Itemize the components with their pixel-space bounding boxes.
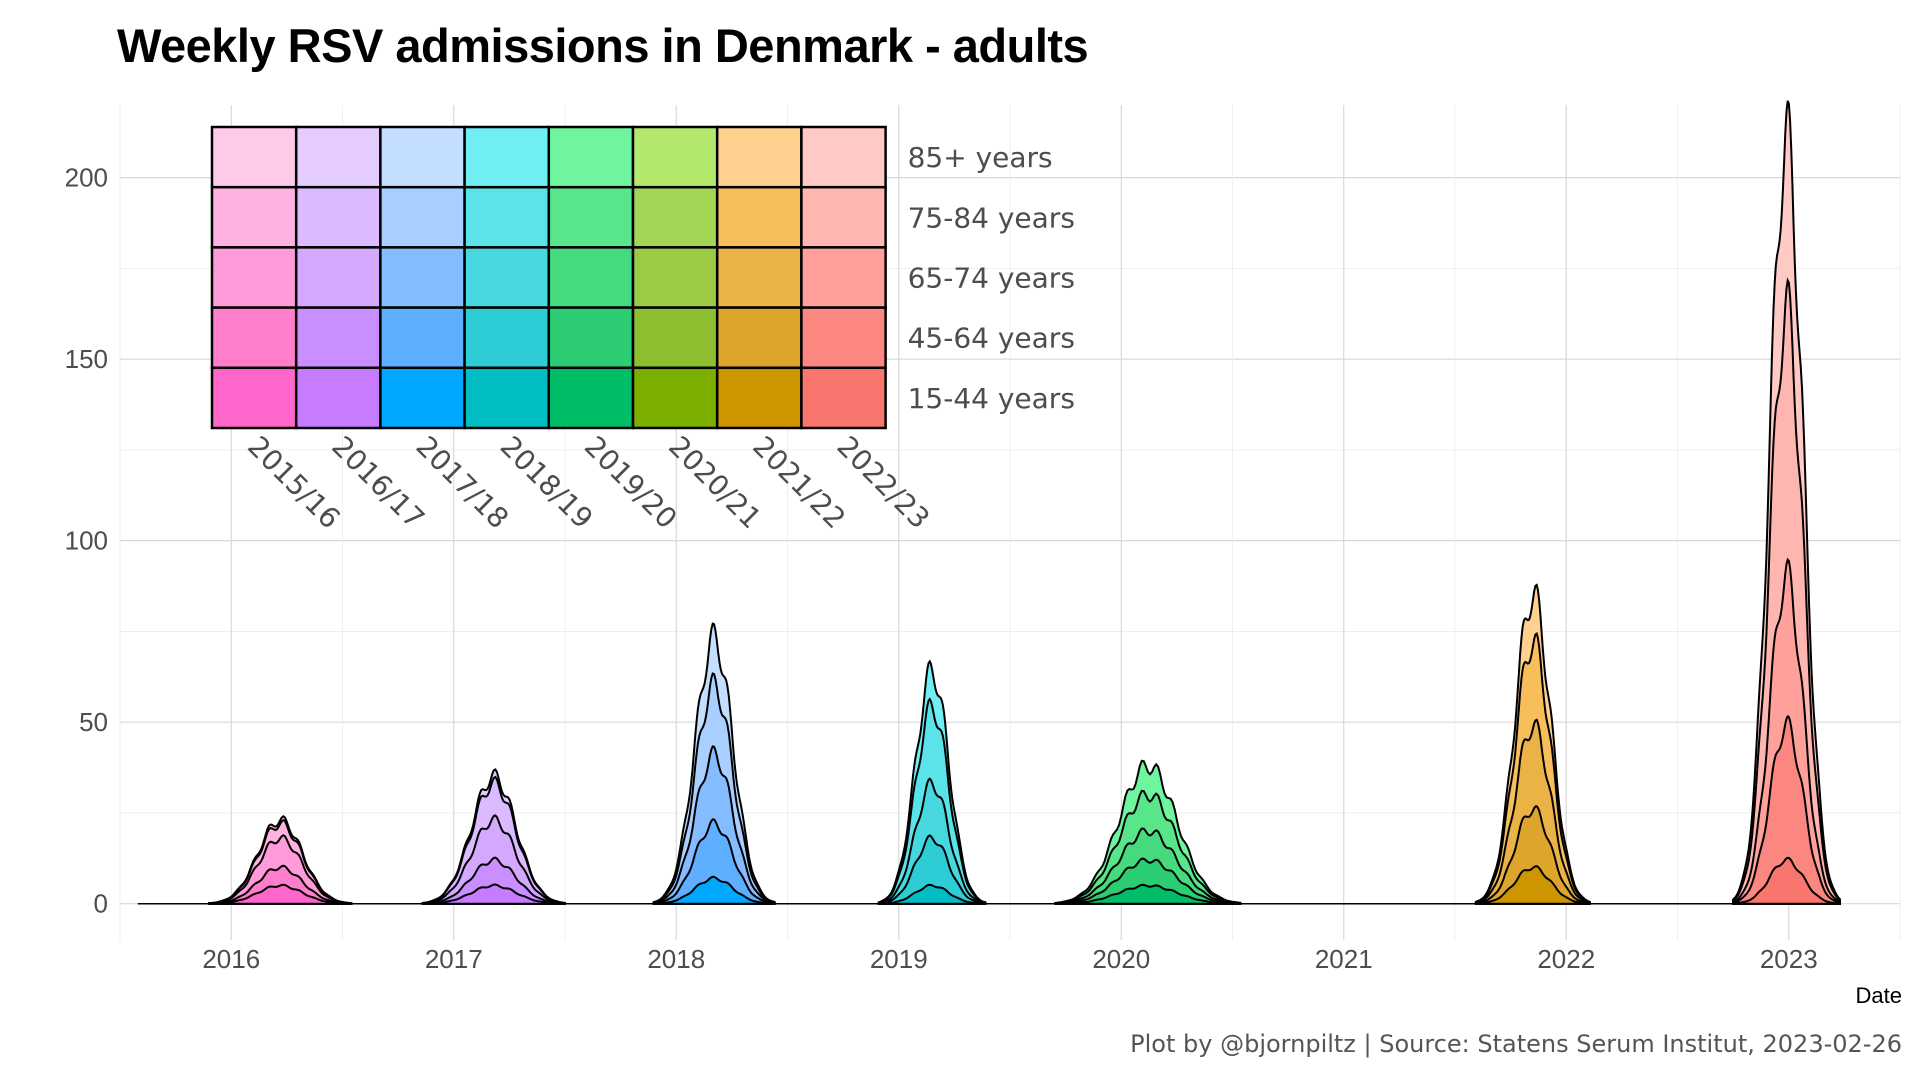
legend-row-label: 45-64 years [908,322,1075,355]
area-2021-22-4564years [1474,805,1591,905]
legend-swatch [800,366,887,430]
y-tick-label: 50 [79,707,108,737]
legend-swatch [800,185,887,249]
area-2015-16-1544years [208,883,353,905]
legend-swatch [379,366,466,430]
legend-swatch [631,185,719,249]
legend-row-label: 65-74 years [908,262,1075,295]
legend-swatch [547,246,635,309]
legend-row-label: 85+ years [908,141,1053,174]
legend-swatch [210,306,298,370]
legend-column-label: 2020/21 [662,430,768,536]
legend-swatch [294,246,382,309]
x-tick-label: 2019 [870,944,928,974]
y-tick-label: 200 [65,163,108,193]
area-2022-23-1544years [1732,856,1841,905]
area-2017-18-1544years [652,875,776,905]
legend-column-label: 2019/20 [578,430,684,536]
legend-column-label: 2017/18 [410,430,516,536]
legend-row-label: 75-84 years [908,201,1075,234]
legend-swatch [463,246,551,309]
x-tick-label: 2017 [425,944,483,974]
legend-swatch [294,306,382,370]
legend-column-label: 2021/22 [746,430,852,536]
legend-swatch [210,246,298,309]
x-tick-label: 2021 [1315,944,1373,974]
legend-swatch [379,306,466,370]
legend-column-label: 2022/23 [831,430,937,536]
legend-column-label: 2015/16 [241,430,347,536]
legend-swatch [715,185,803,249]
area-2019-20-1544years [1054,883,1242,905]
area-2022-23-4564years [1732,714,1841,905]
legend-swatch [800,246,887,309]
legend-swatch [800,306,887,370]
y-tick-label: 150 [65,344,108,374]
legend-swatch [379,125,466,189]
legend-swatch [379,246,466,309]
legend-swatch [294,125,382,189]
season-areas [208,100,1841,905]
legend-swatch [294,366,382,430]
y-tick-label: 0 [94,889,108,919]
legend-swatch [210,366,298,430]
legend-swatch [463,125,551,189]
legend-swatch [547,125,635,189]
legend-swatch [547,366,635,430]
legend-swatch [210,185,298,249]
area-2017-18-4564years [652,818,776,905]
legend-swatch [210,125,298,189]
y-tick-label: 100 [65,526,108,556]
legend-column-label: 2016/17 [325,430,431,536]
legend-swatch [631,366,719,430]
legend-swatch [547,185,635,249]
legend-swatch [800,125,887,189]
legend-swatch [631,125,719,189]
legend-swatch [715,125,803,189]
legend-swatch [463,185,551,249]
x-tick-label: 2023 [1760,944,1818,974]
x-tick-label: 2016 [202,944,260,974]
area-2019-20-4564years [1054,857,1242,905]
x-tick-label: 2022 [1537,944,1595,974]
legend-swatch [631,246,719,309]
x-tick-label: 2018 [647,944,705,974]
legend-column-label: 2018/19 [494,430,600,536]
legend-swatch [715,246,803,309]
legend-swatch [463,306,551,370]
area-2018-19-1544years [877,883,987,905]
area-2021-22-1544years [1474,865,1591,905]
legend-swatch [715,366,803,430]
legend: 85+ years 75-84 years 65-74 years 45-64 yea… [210,125,1075,536]
legend-swatch [463,366,551,430]
legend-swatch [715,306,803,370]
x-axis-title: Date [1856,983,1902,1008]
legend-swatch [547,306,635,370]
area-2018-19-4564years [877,834,987,905]
area-2016-17-4564years [421,856,566,905]
chart-title: Weekly RSV admissions in Denmark - adult… [117,19,1089,72]
chart-caption: Plot by @bjornpiltz | Source: Statens Se… [1130,1030,1902,1058]
legend-swatch [379,185,466,249]
legend-row-label: 15-44 years [908,382,1075,415]
x-tick-label: 2020 [1092,944,1150,974]
legend-swatch [294,185,382,249]
area-2016-17-1544years [421,883,566,905]
legend-swatch [631,306,719,370]
